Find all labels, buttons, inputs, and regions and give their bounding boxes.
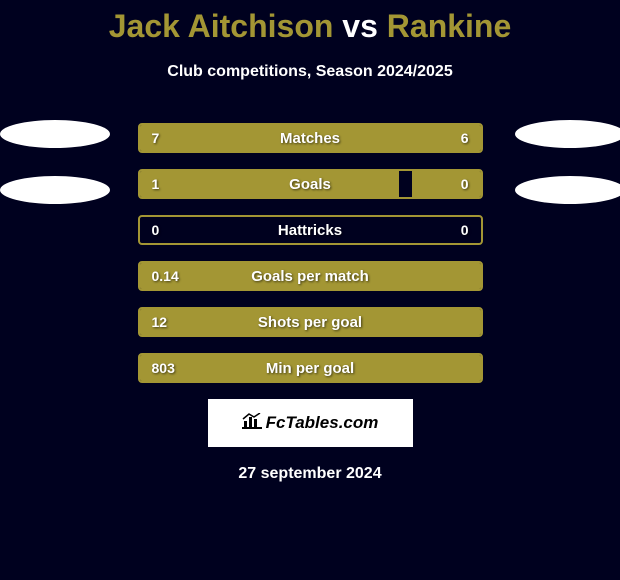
ellipse-placeholder — [0, 120, 110, 148]
stat-label: Shots per goal — [140, 309, 481, 335]
stat-label: Hattricks — [140, 217, 481, 243]
stat-value-right: 6 — [461, 125, 469, 151]
vs-text: vs — [342, 8, 378, 44]
ellipse-placeholder — [0, 176, 110, 204]
left-ellipse-column — [0, 120, 115, 232]
player2-name: Rankine — [387, 8, 511, 44]
comparison-card: Jack Aitchison vs Rankine Club competiti… — [0, 0, 620, 483]
stat-label: Min per goal — [140, 355, 481, 381]
ellipse-placeholder — [515, 120, 620, 148]
stat-bar: 7Matches6 — [138, 123, 483, 153]
logo-box: FcTables.com — [208, 399, 413, 447]
stat-bar: 0.14Goals per match — [138, 261, 483, 291]
player1-name: Jack Aitchison — [109, 8, 334, 44]
stat-value-right: 0 — [461, 171, 469, 197]
stat-bar: 803Min per goal — [138, 353, 483, 383]
title: Jack Aitchison vs Rankine — [0, 8, 620, 45]
subtitle: Club competitions, Season 2024/2025 — [0, 63, 620, 81]
stat-value-right: 0 — [461, 217, 469, 243]
ellipse-placeholder — [515, 176, 620, 204]
right-ellipse-column — [505, 120, 620, 232]
date-text: 27 september 2024 — [0, 465, 620, 483]
stat-label: Goals per match — [140, 263, 481, 289]
stat-bar: 12Shots per goal — [138, 307, 483, 337]
stat-bar: 1Goals0 — [138, 169, 483, 199]
stat-bars: 7Matches61Goals00Hattricks00.14Goals per… — [138, 123, 483, 383]
logo-text: FcTables.com — [266, 413, 379, 433]
chart-icon — [242, 413, 262, 434]
stat-label: Matches — [140, 125, 481, 151]
stat-bar: 0Hattricks0 — [138, 215, 483, 245]
stat-label: Goals — [140, 171, 481, 197]
